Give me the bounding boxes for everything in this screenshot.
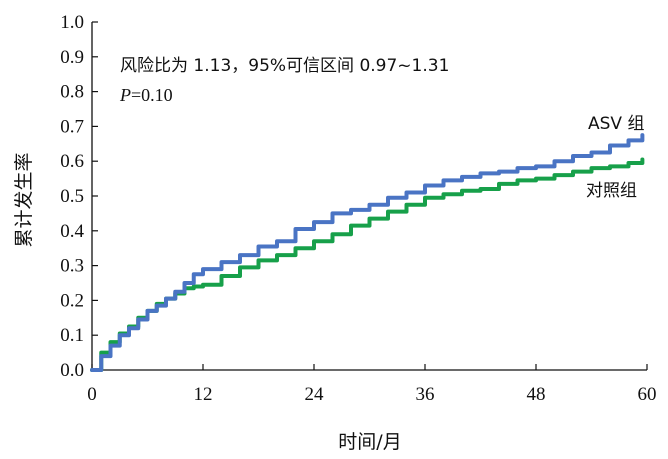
x-axis-title: 时间/月 <box>338 431 401 453</box>
y-tick-label: 0.9 <box>60 47 84 68</box>
y-tick-label: 0.5 <box>60 186 84 207</box>
y-tick-label: 1.0 <box>60 12 84 33</box>
x-tick-label: 12 <box>194 384 213 405</box>
x-tick-label: 0 <box>87 384 97 405</box>
x-tick-label: 60 <box>638 384 657 405</box>
x-tick-label: 36 <box>416 384 435 405</box>
x-tick-label: 24 <box>305 384 325 405</box>
y-tick-label: 0.6 <box>60 151 84 172</box>
y-axis-title: 累计发生率 <box>13 152 35 247</box>
y-tick-label: 0.4 <box>60 221 84 242</box>
series-label-control: 对照组 <box>586 181 637 201</box>
series-line-asv <box>90 133 645 372</box>
series-label-asv: ASV 组 <box>588 114 644 134</box>
p-value-annotation: P=0.10 <box>119 85 173 105</box>
series-line-control <box>90 157 645 372</box>
y-tick-label: 0.0 <box>60 360 84 381</box>
y-tick-label: 0.8 <box>60 82 84 103</box>
y-tick-label: 0.2 <box>60 290 84 311</box>
hazard-ratio-annotation: 风险比为 1.13，95%可信区间 0.97~1.31 <box>120 56 449 76</box>
p-label: P <box>119 85 131 105</box>
ticks: 0.0 0.1 0.2 0.3 0.4 0.5 0.6 0.7 0.8 0.9 1.0 0 12 24 36… <box>60 12 656 405</box>
y-tick-label: 0.3 <box>60 256 84 277</box>
y-tick-label: 0.1 <box>60 325 84 346</box>
y-tick-label: 0.7 <box>60 116 84 137</box>
series-lines <box>90 133 645 372</box>
p-value: =0.10 <box>131 85 173 105</box>
x-tick-label: 48 <box>527 384 546 405</box>
